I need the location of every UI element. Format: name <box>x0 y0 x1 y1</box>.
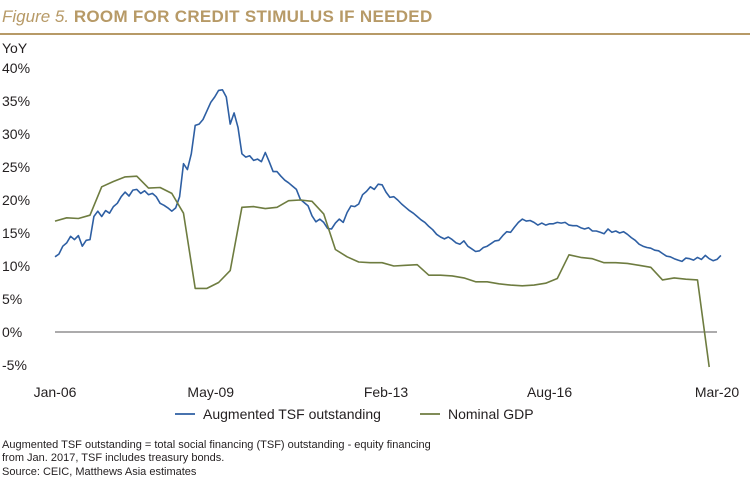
series-lines <box>54 89 722 368</box>
y-tick-label: 5% <box>2 291 22 307</box>
x-tick-label: Jan-06 <box>34 384 77 400</box>
y-axis-ticks: 40% 35% 30% 25% 20% 15% 10% 5% 0% -5% <box>2 60 30 373</box>
figure-title-row: Figure 5. ROOM FOR CREDIT STIMULUS IF NE… <box>2 7 433 27</box>
footnote-line-2: from Jan. 2017, TSF includes treasury bo… <box>2 452 225 464</box>
x-tick-label: May-09 <box>187 384 234 400</box>
y-tick-label: 35% <box>2 93 30 109</box>
y-tick-label: 0% <box>2 324 22 340</box>
footnote-line-1: Augmented TSF outstanding = total social… <box>2 439 431 451</box>
legend-label: Nominal GDP <box>448 406 534 422</box>
series-line-augmented-tsf <box>54 89 722 263</box>
x-tick-label: Mar-20 <box>695 384 740 400</box>
title-rule <box>0 33 750 35</box>
x-axis-ticks: Jan-06 May-09 Feb-13 Aug-16 Mar-20 <box>34 384 740 400</box>
y-tick-label: 30% <box>2 126 30 142</box>
y-tick-label: 15% <box>2 225 30 241</box>
series-line-nominal-gdp <box>54 175 710 368</box>
figure-number: Figure 5. <box>2 7 70 26</box>
legend: Augmented TSF outstanding Nominal GDP <box>175 406 534 422</box>
y-tick-label: -5% <box>2 357 27 373</box>
y-tick-label: 20% <box>2 192 30 208</box>
x-tick-label: Aug-16 <box>527 384 572 400</box>
source-note: Source: CEIC, Matthews Asia estimates <box>2 466 197 478</box>
legend-label: Augmented TSF outstanding <box>203 406 381 422</box>
y-axis-label: YoY <box>2 40 28 56</box>
x-tick-label: Feb-13 <box>364 384 409 400</box>
y-tick-label: 10% <box>2 258 30 274</box>
y-tick-label: 25% <box>2 159 30 175</box>
figure-title: ROOM FOR CREDIT STIMULUS IF NEEDED <box>73 7 433 26</box>
y-tick-label: 40% <box>2 60 30 76</box>
